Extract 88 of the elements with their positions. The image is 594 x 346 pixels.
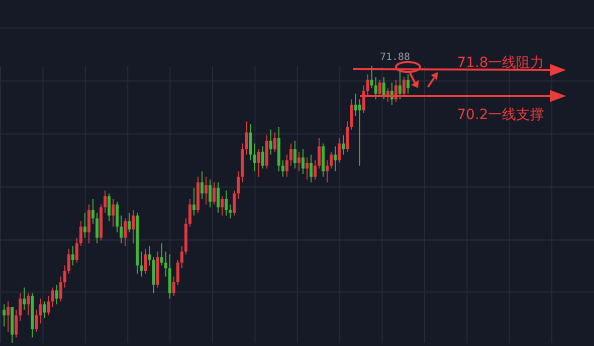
candlestick xyxy=(224,190,228,216)
candlestick xyxy=(148,246,152,266)
candlestick xyxy=(91,198,94,224)
candlestick xyxy=(2,304,6,327)
candlestick xyxy=(67,248,70,274)
candlestick xyxy=(370,66,374,89)
candlestick xyxy=(144,248,147,274)
candlestick xyxy=(128,212,131,233)
candlestick xyxy=(249,124,252,161)
candlestick xyxy=(216,182,220,214)
candlestick xyxy=(112,198,115,228)
candlestick xyxy=(378,79,382,97)
candlestick xyxy=(334,146,337,172)
candlestick xyxy=(204,176,208,205)
candlestick xyxy=(79,220,82,247)
candlestick xyxy=(176,259,180,286)
candlestick xyxy=(366,74,370,97)
candlestick xyxy=(338,138,341,164)
candlestick xyxy=(34,309,38,332)
candlestick xyxy=(273,132,276,152)
candlestick xyxy=(87,204,90,244)
candlestick xyxy=(261,146,264,169)
candlestick xyxy=(310,154,313,183)
candlestick xyxy=(180,246,184,269)
candlestick xyxy=(358,98,362,166)
candlestick xyxy=(14,309,18,338)
candlestick xyxy=(326,160,329,183)
candlestick xyxy=(269,129,272,156)
candlestick xyxy=(63,264,66,288)
candlestick xyxy=(228,204,232,219)
candlestick xyxy=(132,210,135,244)
candlestick xyxy=(232,190,236,216)
candlestick xyxy=(124,218,127,247)
candlestick xyxy=(253,143,256,172)
candlestick xyxy=(289,143,292,166)
candlestick xyxy=(314,160,317,180)
candlestick xyxy=(160,242,164,266)
candlestick xyxy=(164,251,168,278)
candlestick xyxy=(188,198,192,228)
candlestick xyxy=(116,201,119,233)
candlestick xyxy=(172,276,176,296)
candlestick xyxy=(55,284,58,305)
candlestick xyxy=(244,120,248,156)
candlestick xyxy=(257,148,260,178)
candlestick xyxy=(302,148,305,175)
candlestick xyxy=(354,93,358,116)
candlestick xyxy=(47,295,50,316)
candlestick xyxy=(208,179,212,208)
candlestick xyxy=(192,187,196,216)
candlestick xyxy=(140,251,143,278)
candlestick xyxy=(200,170,204,200)
candlestick xyxy=(330,151,333,169)
candlestick xyxy=(96,212,99,244)
candlestick xyxy=(236,170,240,200)
candlestick xyxy=(51,287,54,308)
candlestick xyxy=(402,76,406,97)
candlestick xyxy=(374,76,378,100)
candlestick xyxy=(406,74,410,94)
candlestick xyxy=(398,71,402,100)
candlestick xyxy=(104,190,107,214)
candlestick xyxy=(22,287,26,310)
text: 71.8一线阻力 xyxy=(457,55,544,71)
candlestick xyxy=(281,160,284,178)
text: 71.88 xyxy=(380,52,410,63)
candlestick xyxy=(318,138,321,169)
candlestick xyxy=(382,76,386,100)
candlestick xyxy=(18,292,22,322)
candlestick xyxy=(362,84,366,114)
candlestick xyxy=(342,134,345,156)
candlestick xyxy=(38,298,42,324)
candlestick xyxy=(212,182,216,205)
candlestick xyxy=(285,154,288,178)
candlestick xyxy=(350,98,354,130)
candlestick xyxy=(293,140,296,169)
candlestick xyxy=(297,151,300,172)
candlestick xyxy=(83,212,86,238)
candlestick xyxy=(43,300,46,319)
candlestick xyxy=(71,246,74,266)
candlestick xyxy=(6,300,10,332)
candlestick xyxy=(220,196,224,216)
text: 70.2一线支撑 xyxy=(457,107,544,123)
candlestick xyxy=(346,120,349,152)
candlestick xyxy=(75,237,78,264)
candlestick xyxy=(108,192,111,222)
candlestick xyxy=(59,276,62,302)
candlestick xyxy=(26,292,30,316)
candlestick xyxy=(306,156,309,180)
candlestick xyxy=(120,215,123,244)
